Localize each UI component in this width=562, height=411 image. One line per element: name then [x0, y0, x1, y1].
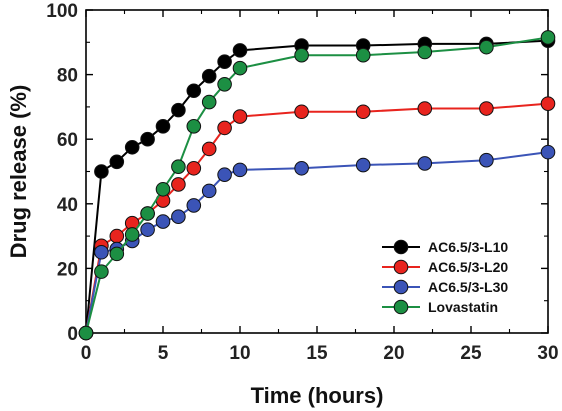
- x-tick-label: 25: [460, 343, 482, 364]
- series-line-1: [85, 102, 549, 334]
- series-line-0: [85, 39, 549, 334]
- x-tick-label: 10: [229, 343, 250, 364]
- data-point: [186, 118, 202, 134]
- axes: 0 5 10 15 20 25 30 0 20 40 60 80 100: [46, 1, 558, 364]
- data-point: [355, 157, 371, 173]
- data-point: [294, 104, 309, 120]
- legend-marker-0: [393, 239, 409, 255]
- data-point: [417, 44, 433, 60]
- y-tick-label: 20: [57, 259, 78, 280]
- data-point: [217, 76, 232, 92]
- data-point: [355, 47, 371, 63]
- legend-label: Lovastatin: [428, 299, 498, 315]
- data-point: [94, 164, 109, 179]
- data-point: [140, 206, 155, 221]
- data-point: [540, 144, 556, 160]
- y-tick-label: 80: [57, 66, 78, 87]
- data-point: [232, 43, 248, 58]
- x-axis-title: Time (hours): [251, 383, 384, 408]
- data-point: [201, 68, 217, 84]
- legend-label: AC6.5/3-L30: [428, 279, 508, 295]
- data-point: [78, 325, 94, 341]
- data-point: [479, 152, 494, 168]
- y-tick-label: 40: [57, 195, 78, 216]
- data-point: [232, 162, 248, 178]
- legend-marker-3: [393, 299, 409, 315]
- legend-label: AC6.5/3-L10: [428, 239, 508, 255]
- data-point: [217, 120, 232, 136]
- legend: AC6.5/3-L10 AC6.5/3-L20 AC6.5/3-L30 Lovasta…: [382, 239, 508, 315]
- data-point: [232, 60, 248, 76]
- x-tick-label: 30: [537, 343, 558, 364]
- data-point: [294, 47, 309, 63]
- x-tick-label: 0: [81, 343, 92, 364]
- data-point: [140, 222, 155, 237]
- data-point: [217, 54, 232, 69]
- data-point: [109, 246, 125, 262]
- x-tick-label: 5: [158, 343, 169, 364]
- data-point: [201, 94, 217, 110]
- legend-marker-1: [393, 259, 409, 275]
- y-tick-label: 60: [57, 130, 78, 151]
- data-point: [94, 264, 109, 279]
- data-point: [109, 154, 125, 170]
- data-point: [171, 102, 186, 118]
- data-point: [155, 214, 171, 229]
- data-point: [124, 139, 140, 155]
- data-point: [540, 96, 556, 111]
- data-point: [417, 101, 433, 116]
- data-point: [171, 177, 186, 192]
- data-point: [94, 244, 109, 260]
- data-point: [479, 39, 494, 55]
- data-point: [171, 159, 186, 174]
- y-tick-label: 100: [46, 1, 78, 22]
- legend-marker-2: [393, 279, 409, 295]
- data-point: [124, 227, 140, 242]
- data-point: [109, 228, 125, 244]
- x-tick-label: 20: [383, 343, 404, 364]
- y-axis-title: Drug release (%): [6, 85, 31, 259]
- data-point: [217, 167, 232, 183]
- data-point: [140, 131, 155, 147]
- data-point: [540, 30, 556, 45]
- data-point: [186, 160, 202, 176]
- x-tick-label: 15: [306, 343, 328, 364]
- data-point: [201, 141, 217, 157]
- series-3: [78, 30, 556, 341]
- data-point: [186, 198, 202, 213]
- legend-label: AC6.5/3-L20: [428, 259, 508, 275]
- data-point: [155, 118, 171, 134]
- data-point: [355, 104, 371, 120]
- data-point: [155, 181, 171, 197]
- data-point: [479, 101, 494, 116]
- data-point: [171, 209, 186, 225]
- y-tick-label: 0: [67, 324, 78, 345]
- series-line-3: [85, 36, 549, 334]
- data-point: [232, 109, 248, 124]
- series-layer: [78, 30, 556, 341]
- data-point: [417, 156, 433, 171]
- data-point: [186, 83, 202, 99]
- data-point: [201, 183, 217, 199]
- data-point: [294, 160, 309, 176]
